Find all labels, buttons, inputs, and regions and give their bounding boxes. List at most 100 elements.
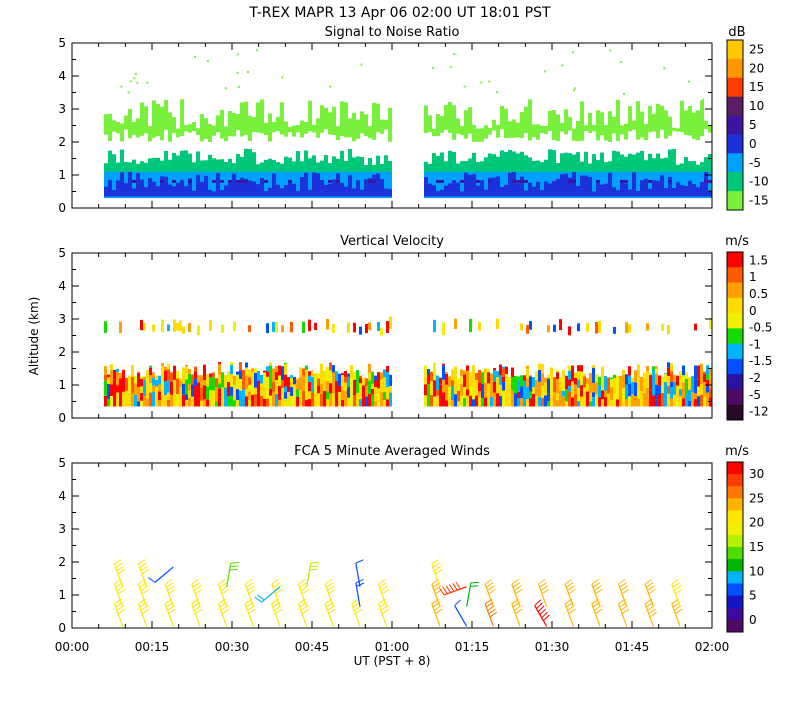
velocity-cell <box>613 378 616 394</box>
barb-feather <box>622 589 629 594</box>
winds-colorbar-label: 25 <box>749 491 764 505</box>
snr-cell <box>196 175 200 197</box>
velocity-cell <box>586 392 589 407</box>
velocity-cell <box>553 377 556 392</box>
velocity-cell <box>290 387 293 396</box>
snr-cell <box>688 181 692 197</box>
snr-cell <box>352 188 356 196</box>
velocity-cell <box>221 325 224 333</box>
snr-cell <box>224 185 228 196</box>
velocity-cell <box>493 370 496 382</box>
snr-cell <box>300 121 304 138</box>
velocity-cell <box>673 395 676 407</box>
velocity-cell <box>682 375 685 382</box>
velocity-cell <box>451 380 454 386</box>
snr-speckle <box>450 66 452 68</box>
velocity-cell <box>454 380 457 394</box>
winds-colorbar-label: 15 <box>749 540 764 554</box>
barb-feather <box>514 586 521 591</box>
velocity-cell <box>502 391 505 407</box>
snr-cell <box>340 101 344 136</box>
velocity-cell <box>236 372 239 375</box>
snr-cell <box>612 151 616 175</box>
snr-cell <box>112 120 116 131</box>
snr-cell <box>564 109 568 134</box>
velocity-cell <box>197 326 200 336</box>
velocity-cell <box>649 390 652 406</box>
snr-cell <box>700 100 704 136</box>
x-axis-label: UT (PST + 8) <box>354 654 431 668</box>
velocity-cell <box>167 380 170 393</box>
velocity-cell <box>140 393 143 401</box>
velocity-cell <box>475 396 478 407</box>
velocity-cell <box>469 396 472 407</box>
velocity-cell <box>275 394 278 406</box>
snr-cell <box>548 111 552 131</box>
velocity-cell <box>221 388 224 396</box>
velocity-cell <box>332 386 335 394</box>
velocity-cell <box>487 372 490 383</box>
velocity-cell <box>451 369 454 370</box>
velocity-cell <box>146 398 149 406</box>
snr-cell <box>368 180 372 183</box>
velocity-cell <box>266 393 269 399</box>
barb-feather <box>298 579 305 584</box>
velocity-cell <box>661 393 664 406</box>
snr-cell <box>608 111 612 142</box>
snr-cell <box>212 191 216 196</box>
snr-speckle <box>281 76 283 78</box>
velocity-cell <box>613 327 616 334</box>
snr-speckle <box>623 93 625 95</box>
snr-cell <box>520 152 524 175</box>
snr-cell <box>388 108 392 142</box>
velocity-cell <box>469 372 472 373</box>
snr-cell <box>148 178 152 196</box>
velocity-colorbar-label: -0.5 <box>749 321 772 335</box>
barb-feather <box>141 566 148 571</box>
velocity-cell <box>278 375 281 385</box>
barb-feather <box>328 586 335 591</box>
barb-feather <box>329 609 336 614</box>
velocity-cell <box>463 374 466 387</box>
velocity-cell <box>248 325 251 332</box>
velocity-cell <box>637 369 640 380</box>
velocity-cell <box>107 384 110 399</box>
snr-cell <box>592 125 596 131</box>
barb-feather <box>674 586 681 591</box>
velocity-cell <box>203 399 206 406</box>
velocity-colorbar-swatch <box>727 389 743 405</box>
velocity-cell <box>622 388 625 400</box>
snr-cell <box>568 180 572 183</box>
velocity-cell <box>257 371 260 381</box>
velocity-cell <box>640 377 643 391</box>
barb-feather <box>231 563 239 564</box>
velocity-cell <box>670 382 673 387</box>
velocity-cell <box>107 375 110 378</box>
velocity-cell <box>206 374 209 386</box>
snr-speckle <box>572 51 574 53</box>
snr-cell <box>520 177 524 197</box>
velocity-cell <box>296 378 299 380</box>
snr-title: Signal to Noise Ratio <box>325 25 460 40</box>
velocity-cell <box>520 398 523 406</box>
snr-speckle <box>609 50 611 52</box>
velocity-cell <box>293 401 296 407</box>
velocity-cell <box>691 376 694 384</box>
snr-cell <box>264 180 268 183</box>
snr-cell <box>656 181 660 197</box>
snr-cell <box>532 124 536 137</box>
barb-feather <box>245 579 252 584</box>
velocity-cell <box>248 369 251 377</box>
snr-cell <box>204 118 208 139</box>
snr-cell <box>256 103 260 133</box>
velocity-cell <box>526 387 529 399</box>
snr-cell <box>384 189 388 197</box>
velocity-cell <box>224 400 227 406</box>
velocity-cell <box>269 365 272 372</box>
velocity-cell <box>143 380 146 396</box>
snr-cell <box>648 189 652 197</box>
velocity-cell <box>260 396 263 407</box>
velocity-cell <box>532 394 535 407</box>
snr-cell <box>524 180 528 183</box>
velocity-cell <box>206 399 209 406</box>
